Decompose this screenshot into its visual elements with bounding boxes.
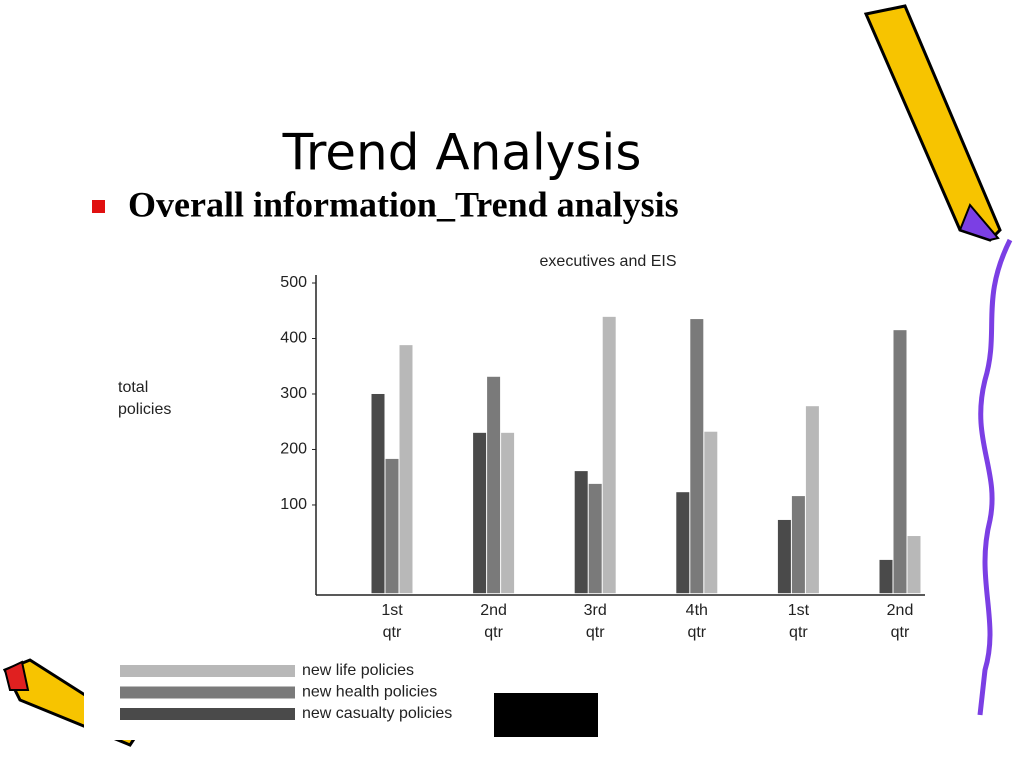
redaction-box	[494, 693, 598, 737]
bullet-marker	[92, 200, 105, 213]
y-tick-label: 200	[280, 441, 307, 458]
x-tick-label: 2nd qtr	[886, 602, 914, 641]
y-tick-label: 400	[280, 330, 307, 347]
chart-title: executives and EIS	[540, 253, 677, 270]
y-axis-label: total	[118, 379, 148, 396]
y-tick-label: 500	[280, 274, 307, 291]
bar	[907, 536, 921, 594]
bar	[791, 496, 805, 594]
x-tick-label: 1st qtr	[381, 602, 403, 641]
bar	[399, 345, 413, 594]
legend-label: new casualty policies	[302, 705, 452, 722]
bar	[385, 458, 399, 594]
bar	[501, 432, 515, 594]
bar	[805, 406, 819, 594]
y-tick-label: 100	[280, 496, 307, 513]
x-tick-label: 4th qtr	[685, 602, 708, 641]
legend-swatch	[120, 665, 295, 677]
bar	[893, 330, 907, 594]
bar	[588, 483, 602, 594]
bar	[574, 471, 588, 594]
legend-label: new health policies	[302, 684, 437, 701]
bar	[704, 431, 718, 594]
bar	[879, 559, 893, 594]
y-axis-label: policies	[118, 401, 171, 418]
bar	[487, 376, 501, 594]
bar	[473, 432, 487, 594]
bar	[676, 492, 690, 594]
legend-swatch	[120, 686, 295, 699]
y-tick-label: 300	[280, 385, 307, 402]
bar	[777, 519, 791, 594]
x-tick-label: 3rd qtr	[583, 602, 607, 641]
bar	[371, 393, 385, 594]
bullet-text: Overall information_Trend analysis	[128, 184, 679, 224]
slide-title: Trend Analysis	[282, 124, 642, 182]
bar	[690, 319, 704, 594]
bar	[602, 316, 616, 594]
legend-label: new life policies	[302, 662, 414, 679]
x-tick-label: 1st qtr	[787, 602, 810, 641]
legend-swatch	[120, 708, 295, 720]
x-tick-label: 2nd qtr	[480, 602, 507, 641]
